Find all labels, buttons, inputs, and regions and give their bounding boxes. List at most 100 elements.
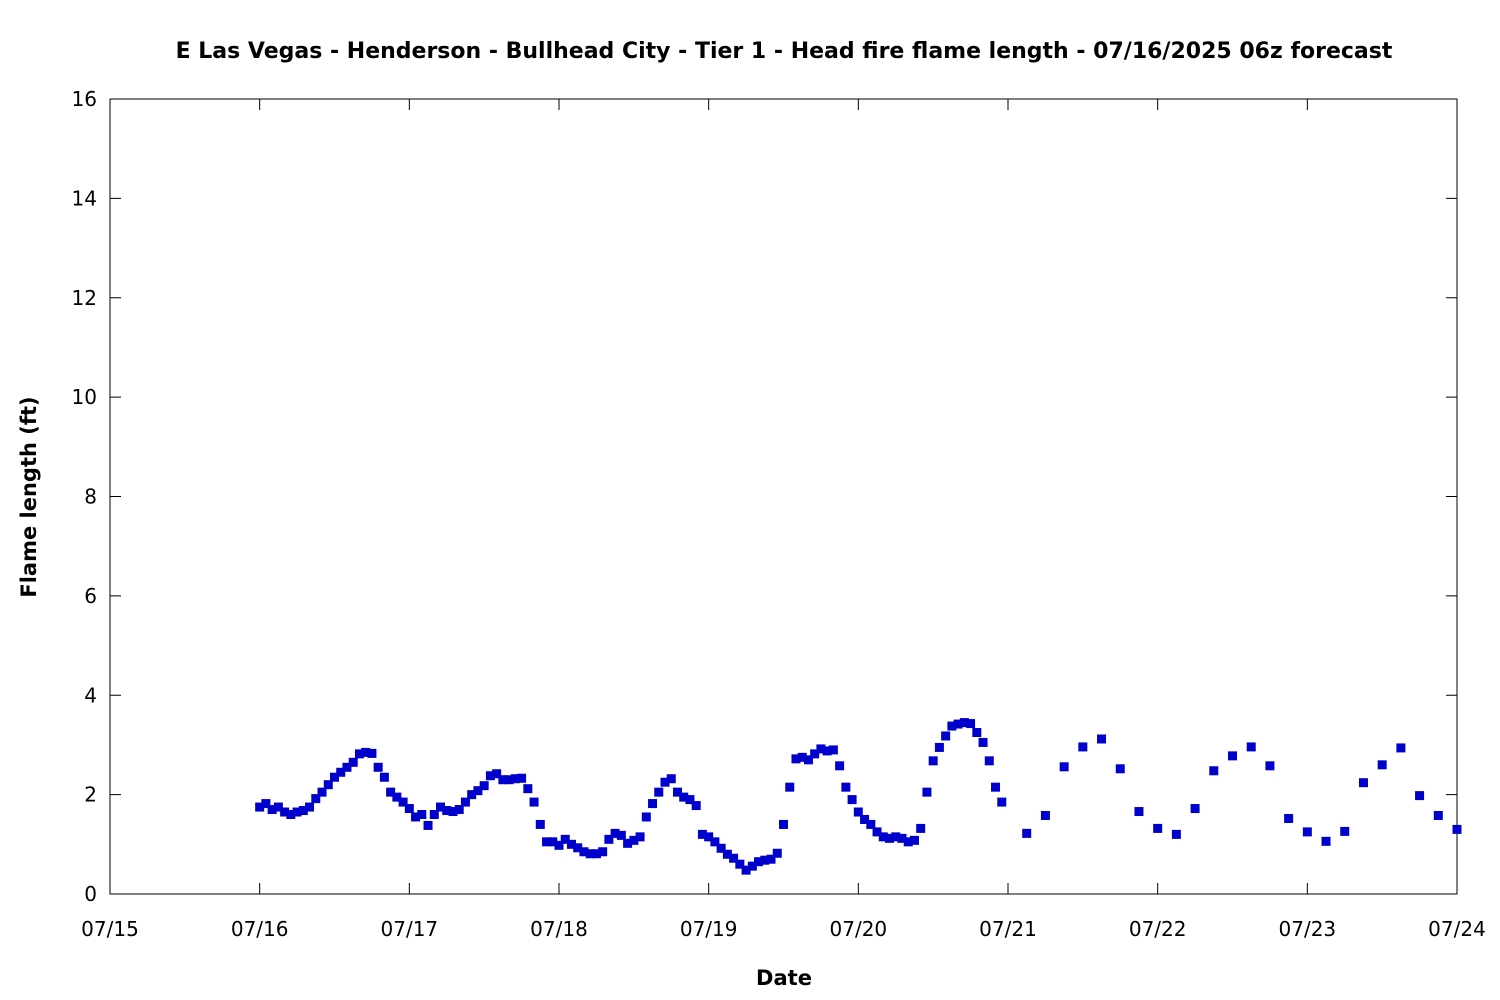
data-point	[292, 807, 302, 817]
data-point	[1321, 836, 1331, 846]
data-point	[916, 823, 926, 833]
x-tick-label: 07/20	[830, 917, 888, 941]
data-point	[941, 731, 951, 741]
data-point	[448, 807, 458, 817]
data-point	[1171, 829, 1181, 839]
data-point	[984, 756, 994, 766]
data-point	[997, 797, 1007, 807]
data-point	[317, 787, 327, 797]
data-point	[1209, 766, 1219, 776]
data-point	[972, 728, 982, 738]
data-point	[785, 782, 795, 792]
data-point	[704, 832, 714, 842]
data-point	[1190, 804, 1200, 814]
data-point	[598, 847, 608, 857]
data-point	[517, 773, 527, 783]
chart-title: E Las Vegas - Henderson - Bullhead City …	[176, 39, 1393, 64]
data-point	[404, 804, 414, 814]
data-point	[853, 807, 863, 817]
data-point	[354, 749, 364, 759]
data-point	[754, 857, 764, 867]
data-point	[373, 762, 383, 772]
data-point	[492, 769, 502, 779]
data-point	[697, 829, 707, 839]
data-point	[361, 747, 371, 757]
data-point	[991, 782, 1001, 792]
data-point	[467, 790, 477, 800]
data-point	[311, 794, 321, 804]
data-point	[978, 737, 988, 747]
data-point	[641, 812, 651, 822]
data-point	[672, 787, 682, 797]
x-tick-label: 07/24	[1428, 917, 1486, 941]
data-point	[729, 853, 739, 863]
data-point	[1284, 813, 1294, 823]
data-points	[255, 718, 1462, 875]
data-point	[1059, 762, 1069, 772]
data-point	[772, 848, 782, 858]
data-point	[579, 847, 589, 857]
data-point	[828, 745, 838, 755]
data-point	[679, 792, 689, 802]
data-point	[417, 810, 427, 819]
y-tick-label: 12	[72, 286, 97, 310]
data-point	[735, 859, 745, 869]
data-point	[473, 786, 483, 796]
data-point	[529, 797, 539, 807]
data-point	[535, 819, 545, 829]
data-point	[866, 819, 876, 829]
data-point	[1302, 827, 1312, 837]
data-point	[1377, 760, 1387, 770]
data-point	[660, 777, 670, 787]
data-point	[872, 827, 882, 837]
data-point	[766, 854, 776, 864]
data-point	[280, 807, 290, 817]
data-point	[386, 787, 396, 797]
data-point	[909, 835, 919, 845]
data-point	[779, 819, 788, 829]
data-point	[722, 849, 732, 859]
data-point	[934, 742, 944, 752]
data-point	[1433, 810, 1443, 820]
data-point	[791, 754, 801, 764]
data-point	[666, 774, 676, 784]
data-point	[442, 806, 452, 816]
data-point	[741, 865, 751, 875]
data-point	[816, 744, 826, 754]
data-point	[479, 781, 489, 791]
data-point	[255, 802, 265, 812]
data-point	[460, 797, 470, 807]
x-tick-label: 07/21	[979, 917, 1037, 941]
data-point	[379, 772, 389, 782]
data-point	[566, 839, 576, 849]
data-point	[330, 772, 339, 782]
data-point	[542, 837, 552, 847]
data-point	[710, 837, 720, 847]
data-point	[760, 855, 770, 865]
data-point	[585, 849, 595, 859]
data-point	[610, 828, 620, 838]
data-point	[436, 802, 446, 812]
data-point	[1040, 810, 1050, 820]
data-point	[523, 784, 533, 794]
data-point	[348, 757, 358, 767]
x-tick-label: 07/18	[530, 917, 588, 941]
data-point	[485, 771, 495, 781]
data-point	[261, 799, 271, 809]
x-tick-label: 07/17	[381, 917, 439, 941]
data-point	[716, 843, 726, 853]
data-point	[604, 834, 614, 844]
x-axis-label: Date	[756, 966, 812, 990]
data-point	[305, 802, 315, 812]
data-point	[847, 795, 857, 805]
x-tick-label: 07/15	[81, 917, 139, 941]
data-point	[1153, 823, 1163, 833]
data-point	[411, 812, 421, 822]
data-point	[1340, 826, 1350, 836]
data-point	[591, 849, 601, 859]
data-point	[654, 787, 664, 797]
data-point	[928, 756, 938, 766]
data-point	[959, 718, 969, 728]
data-point	[903, 837, 913, 847]
data-point	[747, 861, 757, 871]
